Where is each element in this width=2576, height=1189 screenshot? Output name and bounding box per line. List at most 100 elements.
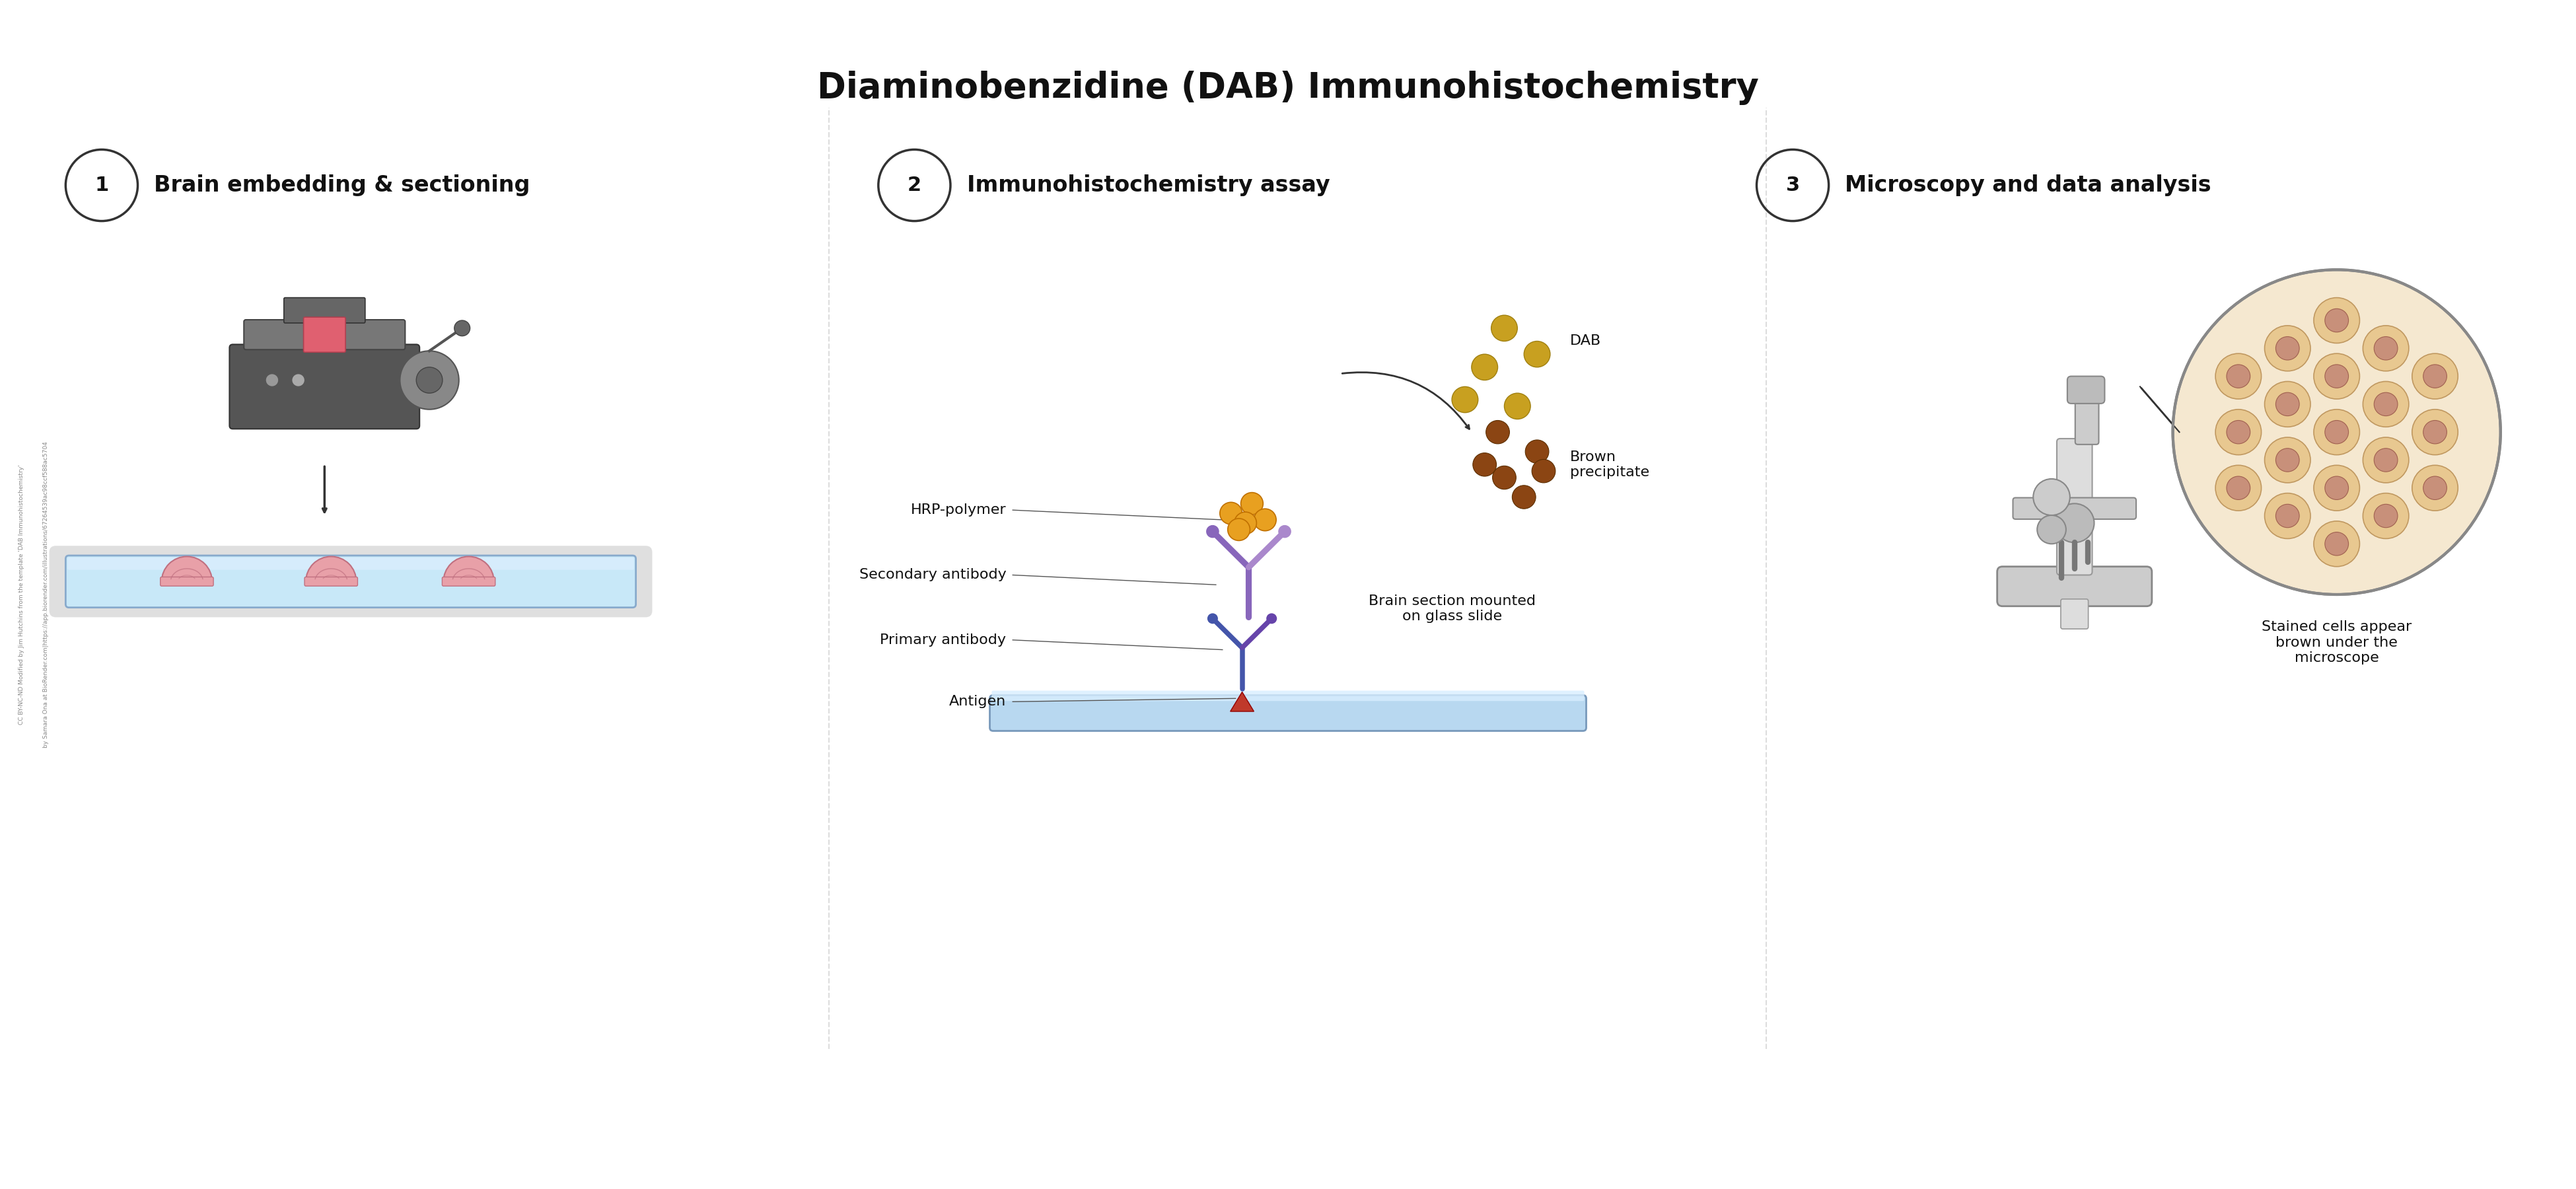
Circle shape	[1221, 502, 1242, 524]
FancyBboxPatch shape	[283, 297, 366, 323]
Wedge shape	[307, 556, 355, 581]
Text: Brain section mounted
on glass slide: Brain section mounted on glass slide	[1368, 594, 1535, 623]
Circle shape	[2326, 477, 2349, 499]
Text: CC BY-NC-ND Modified by Jim Hutchins from the template 'DAB Immunohistochemistry: CC BY-NC-ND Modified by Jim Hutchins fro…	[18, 465, 26, 724]
Circle shape	[2362, 493, 2409, 539]
Circle shape	[1471, 354, 1497, 380]
FancyBboxPatch shape	[304, 317, 345, 352]
Text: Microscopy and data analysis: Microscopy and data analysis	[1844, 175, 2210, 196]
Text: Stained cells appear
brown under the
microscope: Stained cells appear brown under the mic…	[2262, 621, 2411, 665]
Circle shape	[1453, 386, 1479, 413]
FancyBboxPatch shape	[304, 577, 358, 586]
Circle shape	[2424, 421, 2447, 443]
Circle shape	[1533, 459, 1556, 483]
Circle shape	[2313, 297, 2360, 344]
Wedge shape	[162, 556, 211, 581]
FancyBboxPatch shape	[2056, 439, 2092, 575]
Circle shape	[2226, 477, 2251, 499]
Circle shape	[2275, 504, 2300, 528]
Circle shape	[2313, 409, 2360, 455]
Text: DAB: DAB	[1569, 334, 1602, 347]
Circle shape	[417, 367, 443, 394]
Text: Immunohistochemistry assay: Immunohistochemistry assay	[966, 175, 1329, 196]
Circle shape	[2411, 353, 2458, 400]
Circle shape	[2362, 438, 2409, 483]
Circle shape	[1486, 421, 1510, 443]
Text: by Samara Ona at BioRender.com|https://app.biorender.com/illustrations/67264539a: by Samara Ona at BioRender.com|https://a…	[44, 441, 49, 748]
Text: 3: 3	[1785, 176, 1801, 195]
Circle shape	[1473, 453, 1497, 477]
Circle shape	[1504, 394, 1530, 420]
Circle shape	[1267, 614, 1278, 624]
Circle shape	[2264, 382, 2311, 427]
Circle shape	[2264, 326, 2311, 371]
FancyBboxPatch shape	[2061, 599, 2089, 629]
Circle shape	[2424, 365, 2447, 388]
Circle shape	[2215, 409, 2262, 455]
Circle shape	[2172, 270, 2501, 594]
Text: Antigen: Antigen	[948, 696, 1007, 709]
Circle shape	[265, 373, 278, 386]
Circle shape	[2362, 326, 2409, 371]
Text: HRP-polymer: HRP-polymer	[912, 503, 1007, 517]
Wedge shape	[443, 556, 495, 581]
Circle shape	[2313, 521, 2360, 567]
Circle shape	[1278, 526, 1291, 537]
Circle shape	[2411, 465, 2458, 511]
Circle shape	[2275, 336, 2300, 360]
FancyBboxPatch shape	[2012, 498, 2136, 520]
Circle shape	[2375, 392, 2398, 416]
Circle shape	[2264, 438, 2311, 483]
Text: 1: 1	[95, 176, 108, 195]
Circle shape	[2326, 309, 2349, 332]
Circle shape	[2038, 515, 2066, 543]
Circle shape	[1242, 492, 1262, 515]
Circle shape	[2275, 448, 2300, 472]
Circle shape	[2032, 479, 2071, 515]
Text: Diaminobenzidine (DAB) Immunohistochemistry: Diaminobenzidine (DAB) Immunohistochemis…	[817, 70, 1759, 105]
Circle shape	[1512, 485, 1535, 509]
FancyBboxPatch shape	[443, 577, 495, 586]
Circle shape	[2226, 421, 2251, 443]
Circle shape	[2326, 533, 2349, 555]
Circle shape	[291, 373, 304, 386]
FancyBboxPatch shape	[67, 558, 634, 570]
FancyBboxPatch shape	[989, 696, 1587, 731]
Circle shape	[2375, 336, 2398, 360]
Circle shape	[1208, 614, 1218, 624]
Circle shape	[2424, 477, 2447, 499]
Circle shape	[1525, 440, 1548, 464]
Circle shape	[399, 351, 459, 409]
Circle shape	[2375, 448, 2398, 472]
FancyBboxPatch shape	[2069, 376, 2105, 403]
Circle shape	[2215, 465, 2262, 511]
Circle shape	[2411, 409, 2458, 455]
FancyBboxPatch shape	[49, 546, 652, 617]
Text: Secondary antibody: Secondary antibody	[858, 568, 1007, 581]
FancyBboxPatch shape	[245, 320, 404, 350]
Circle shape	[2275, 392, 2300, 416]
Circle shape	[1525, 341, 1551, 367]
Circle shape	[2313, 353, 2360, 400]
Circle shape	[2313, 465, 2360, 511]
Text: Brain embedding & sectioning: Brain embedding & sectioning	[155, 175, 531, 196]
Circle shape	[1255, 509, 1275, 530]
Text: 2: 2	[907, 176, 922, 195]
FancyBboxPatch shape	[2076, 394, 2099, 445]
Circle shape	[1234, 512, 1257, 534]
Polygon shape	[1231, 692, 1255, 711]
FancyBboxPatch shape	[1996, 567, 2151, 606]
Circle shape	[1206, 526, 1218, 537]
FancyBboxPatch shape	[992, 691, 1584, 702]
FancyBboxPatch shape	[160, 577, 214, 586]
Circle shape	[2056, 504, 2094, 542]
Circle shape	[2264, 493, 2311, 539]
Circle shape	[453, 320, 469, 336]
Circle shape	[1492, 315, 1517, 341]
Circle shape	[2362, 382, 2409, 427]
FancyBboxPatch shape	[229, 345, 420, 429]
Circle shape	[2326, 421, 2349, 443]
FancyBboxPatch shape	[64, 555, 636, 608]
Text: Brown
precipitate: Brown precipitate	[1569, 451, 1649, 479]
Text: Primary antibody: Primary antibody	[881, 634, 1007, 647]
